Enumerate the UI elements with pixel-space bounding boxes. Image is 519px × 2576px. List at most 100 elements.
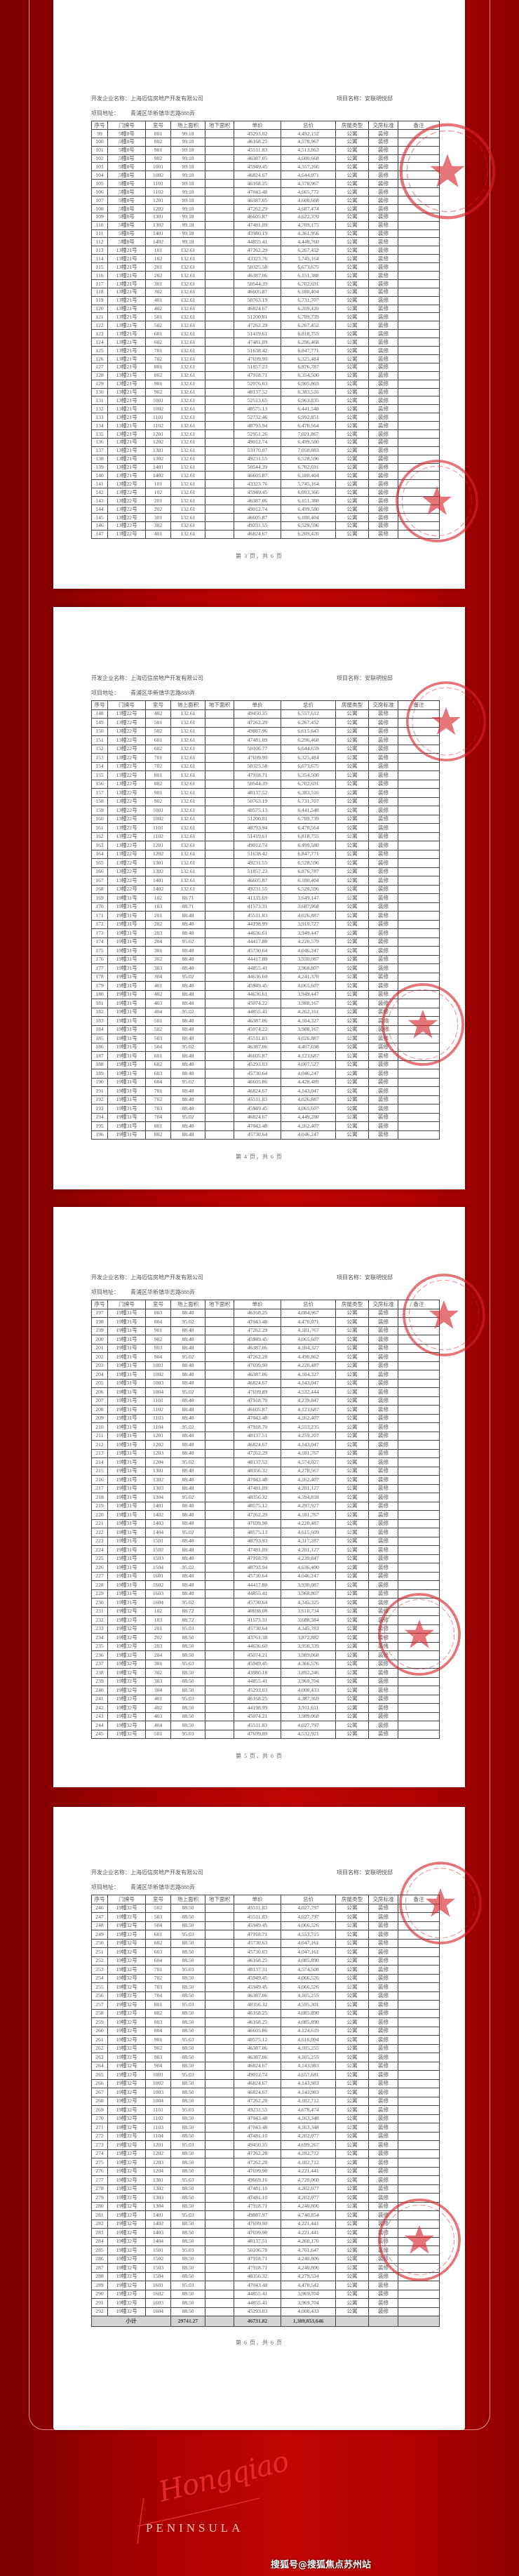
cell-remarks: [398, 2289, 440, 2299]
cell-room-number: 803: [145, 2017, 171, 2027]
cell-door-number: 13幢21号: [107, 437, 146, 447]
cell-property-type: 公寓: [335, 1501, 369, 1511]
table-row: 267 19幢32号 1003 88.50 46824.67 4,143,983 公寓 装修: [91, 2088, 440, 2097]
document-page: 开发企业名称：上海迈信房地产开发有限公司 项目名称：安联明悦邸 项目地址： 青浦区华新…: [53, 1207, 485, 1787]
table-row: 237 19幢32号 301 95.03 45949.45 4,366,576 公寓 装修: [91, 1659, 440, 1669]
project-name-line: 项目名称：安联明悦邸: [337, 1274, 393, 1281]
column-header-remarks: 备注: [398, 700, 440, 710]
cell-delivery-standard: 装修: [368, 2149, 398, 2158]
cell-total-price: 4,470,542: [281, 2281, 336, 2290]
cell-door-number: 19幢32号: [107, 2140, 146, 2150]
cell-property-type: 公寓: [335, 413, 369, 422]
cell-room-number: 701: [145, 753, 171, 763]
cell-property-type: 公寓: [335, 1641, 369, 1651]
cell-underground-area: [205, 212, 234, 222]
cell-unit-price: 47043.48: [234, 2281, 281, 2290]
cell-door-number: 19幢32号: [107, 2289, 146, 2299]
cell-remarks: [398, 1694, 440, 1704]
cell-total-price: 6,441,548: [281, 404, 336, 414]
cell-room-number: 501: [145, 718, 171, 728]
cell-underground-area: [205, 1387, 234, 1397]
cell-unit-price: 46824.67: [234, 2061, 281, 2071]
cell-delivery-standard: 装修: [368, 504, 398, 514]
cell-above-ground-area: 88.48: [170, 1016, 205, 1026]
cell-above-ground-area: 132.61: [170, 521, 205, 530]
cell-unit-price: 47699.90: [234, 1361, 281, 1370]
cell-seq: 148: [91, 709, 108, 719]
cell-remarks: [398, 972, 440, 982]
peninsula-wordmark: PENINSULA: [146, 2521, 244, 2535]
cell-unit-price: 47262.29: [234, 321, 281, 331]
cell-above-ground-area: 95.02: [170, 1042, 205, 1052]
cell-seq: 121: [91, 312, 108, 322]
cell-total-price: 4,574,027: [281, 1457, 336, 1467]
cell-unit-price: 46824.67: [234, 1086, 281, 1096]
cell-room-number: 701: [145, 346, 171, 355]
cell-unit-price: 43323.76: [234, 479, 281, 489]
table-row: 253 19幢32号 701 95.03 48137.31 4,574,508 公寓 装修: [91, 1965, 440, 1975]
table-row: 275 19幢32号 1203 88.50 47262.28 4,182,712 公寓 装修: [91, 2158, 440, 2168]
cell-unit-price: 47262.29: [234, 1510, 281, 1520]
cell-underground-area: [205, 1025, 234, 1034]
cell-total-price: 4,162,407: [281, 1121, 336, 1131]
cell-property-type: 公寓: [335, 1396, 369, 1406]
cell-above-ground-area: 88.48: [170, 1086, 205, 1096]
cell-underground-area: [205, 2114, 234, 2123]
cell-seq: 141: [91, 479, 108, 489]
cell-room-number: 802: [145, 2008, 171, 2018]
cell-total-price: 4,262,161: [281, 1007, 336, 1017]
table-row: 118 13幢21号 302 132.61 46605.87 6,180,404 公寓 装修: [91, 287, 440, 297]
cell-property-type: 公寓: [335, 1370, 369, 1380]
cell-underground-area: [205, 2289, 234, 2299]
cell-property-type: 公寓: [335, 137, 369, 147]
cell-unit-price: 49231.55: [234, 521, 281, 530]
cell-underground-area: [205, 229, 234, 239]
cell-underground-area: [205, 744, 234, 754]
cell-door-number: 19幢31号: [107, 1130, 146, 1140]
cell-room-number: 1003: [145, 1378, 171, 1388]
cell-property-type: 公寓: [335, 2193, 369, 2203]
cell-above-ground-area: 99.18: [170, 220, 205, 230]
cell-remarks: [398, 1554, 440, 1563]
cell-property-type: 公寓: [335, 796, 369, 806]
column-header-unit-price: 单价: [234, 1895, 281, 1904]
cell-property-type: 公寓: [335, 726, 369, 736]
cell-underground-area: [205, 761, 234, 771]
cell-above-ground-area: 132.61: [170, 796, 205, 806]
table-row: 268 19幢32号 1004 88.50 47262.28 4,182,712 公寓 装修: [91, 2096, 440, 2106]
cell-delivery-standard: 装修: [368, 1335, 398, 1344]
cell-underground-area: [205, 162, 234, 172]
cell-total-price: 4,407,698: [281, 1042, 336, 1052]
cell-total-price: 4,085,890: [281, 1956, 336, 1966]
cell-remarks: [398, 1042, 440, 1052]
cell-unit-price: 50763.19: [234, 796, 281, 806]
cell-total-price: 4,201,127: [281, 1483, 336, 1493]
cell-door-number: 19幢31号: [107, 1440, 146, 1450]
cell-unit-price: 49012.74: [234, 437, 281, 447]
cell-seq: 219: [91, 1501, 108, 1511]
cell-door-number: 13幢21号: [107, 329, 146, 339]
cell-property-type: 公寓: [335, 1378, 369, 1388]
cell-delivery-standard: 装修: [368, 972, 398, 982]
table-row: 239 19幢32号 303 88.50 44855.41 3,969,704 公寓 装修: [91, 1676, 440, 1686]
cell-door-number: 19幢32号: [107, 2078, 146, 2088]
cell-door-number: 19幢31号: [107, 1431, 146, 1441]
table-row: 165 13幢22号 1301 132.61 49231.55 6,528,596 公寓 装修: [91, 858, 440, 868]
cell-property-type: 公寓: [335, 496, 369, 505]
cell-room-number: 1302: [145, 220, 171, 230]
table-row: 281 19幢32号 1401 95.03 49887.97 4,740,854 公寓 装修: [91, 2210, 440, 2220]
cell-unit-price: 45730.64: [234, 1624, 281, 1634]
cell-underground-area: [205, 521, 234, 530]
cell-door-number: 19幢31号: [107, 963, 146, 973]
project-label: 项目名称：: [337, 675, 365, 681]
cell-unit-price: 47918.71: [234, 371, 281, 380]
cell-delivery-standard: 装修: [368, 1308, 398, 1318]
cell-seq: 228: [91, 1580, 108, 1590]
cell-underground-area: [205, 2017, 234, 2027]
cell-door-number: 13幢22号: [107, 761, 146, 771]
table-row: 220 19幢31号 1402 88.48 47262.29 4,181,767 公寓 装修: [91, 1510, 440, 1520]
price-table: 序号 门牌号 室号 地上面积 地下面积 单价 总价 房屋类型 交房标准 备注 197 19幢31号 80…: [91, 1300, 440, 1739]
cell-total-price: 4,046,247: [281, 946, 336, 956]
cell-above-ground-area: 132.61: [170, 735, 205, 745]
cell-unit-price: 44636.60: [234, 1641, 281, 1651]
